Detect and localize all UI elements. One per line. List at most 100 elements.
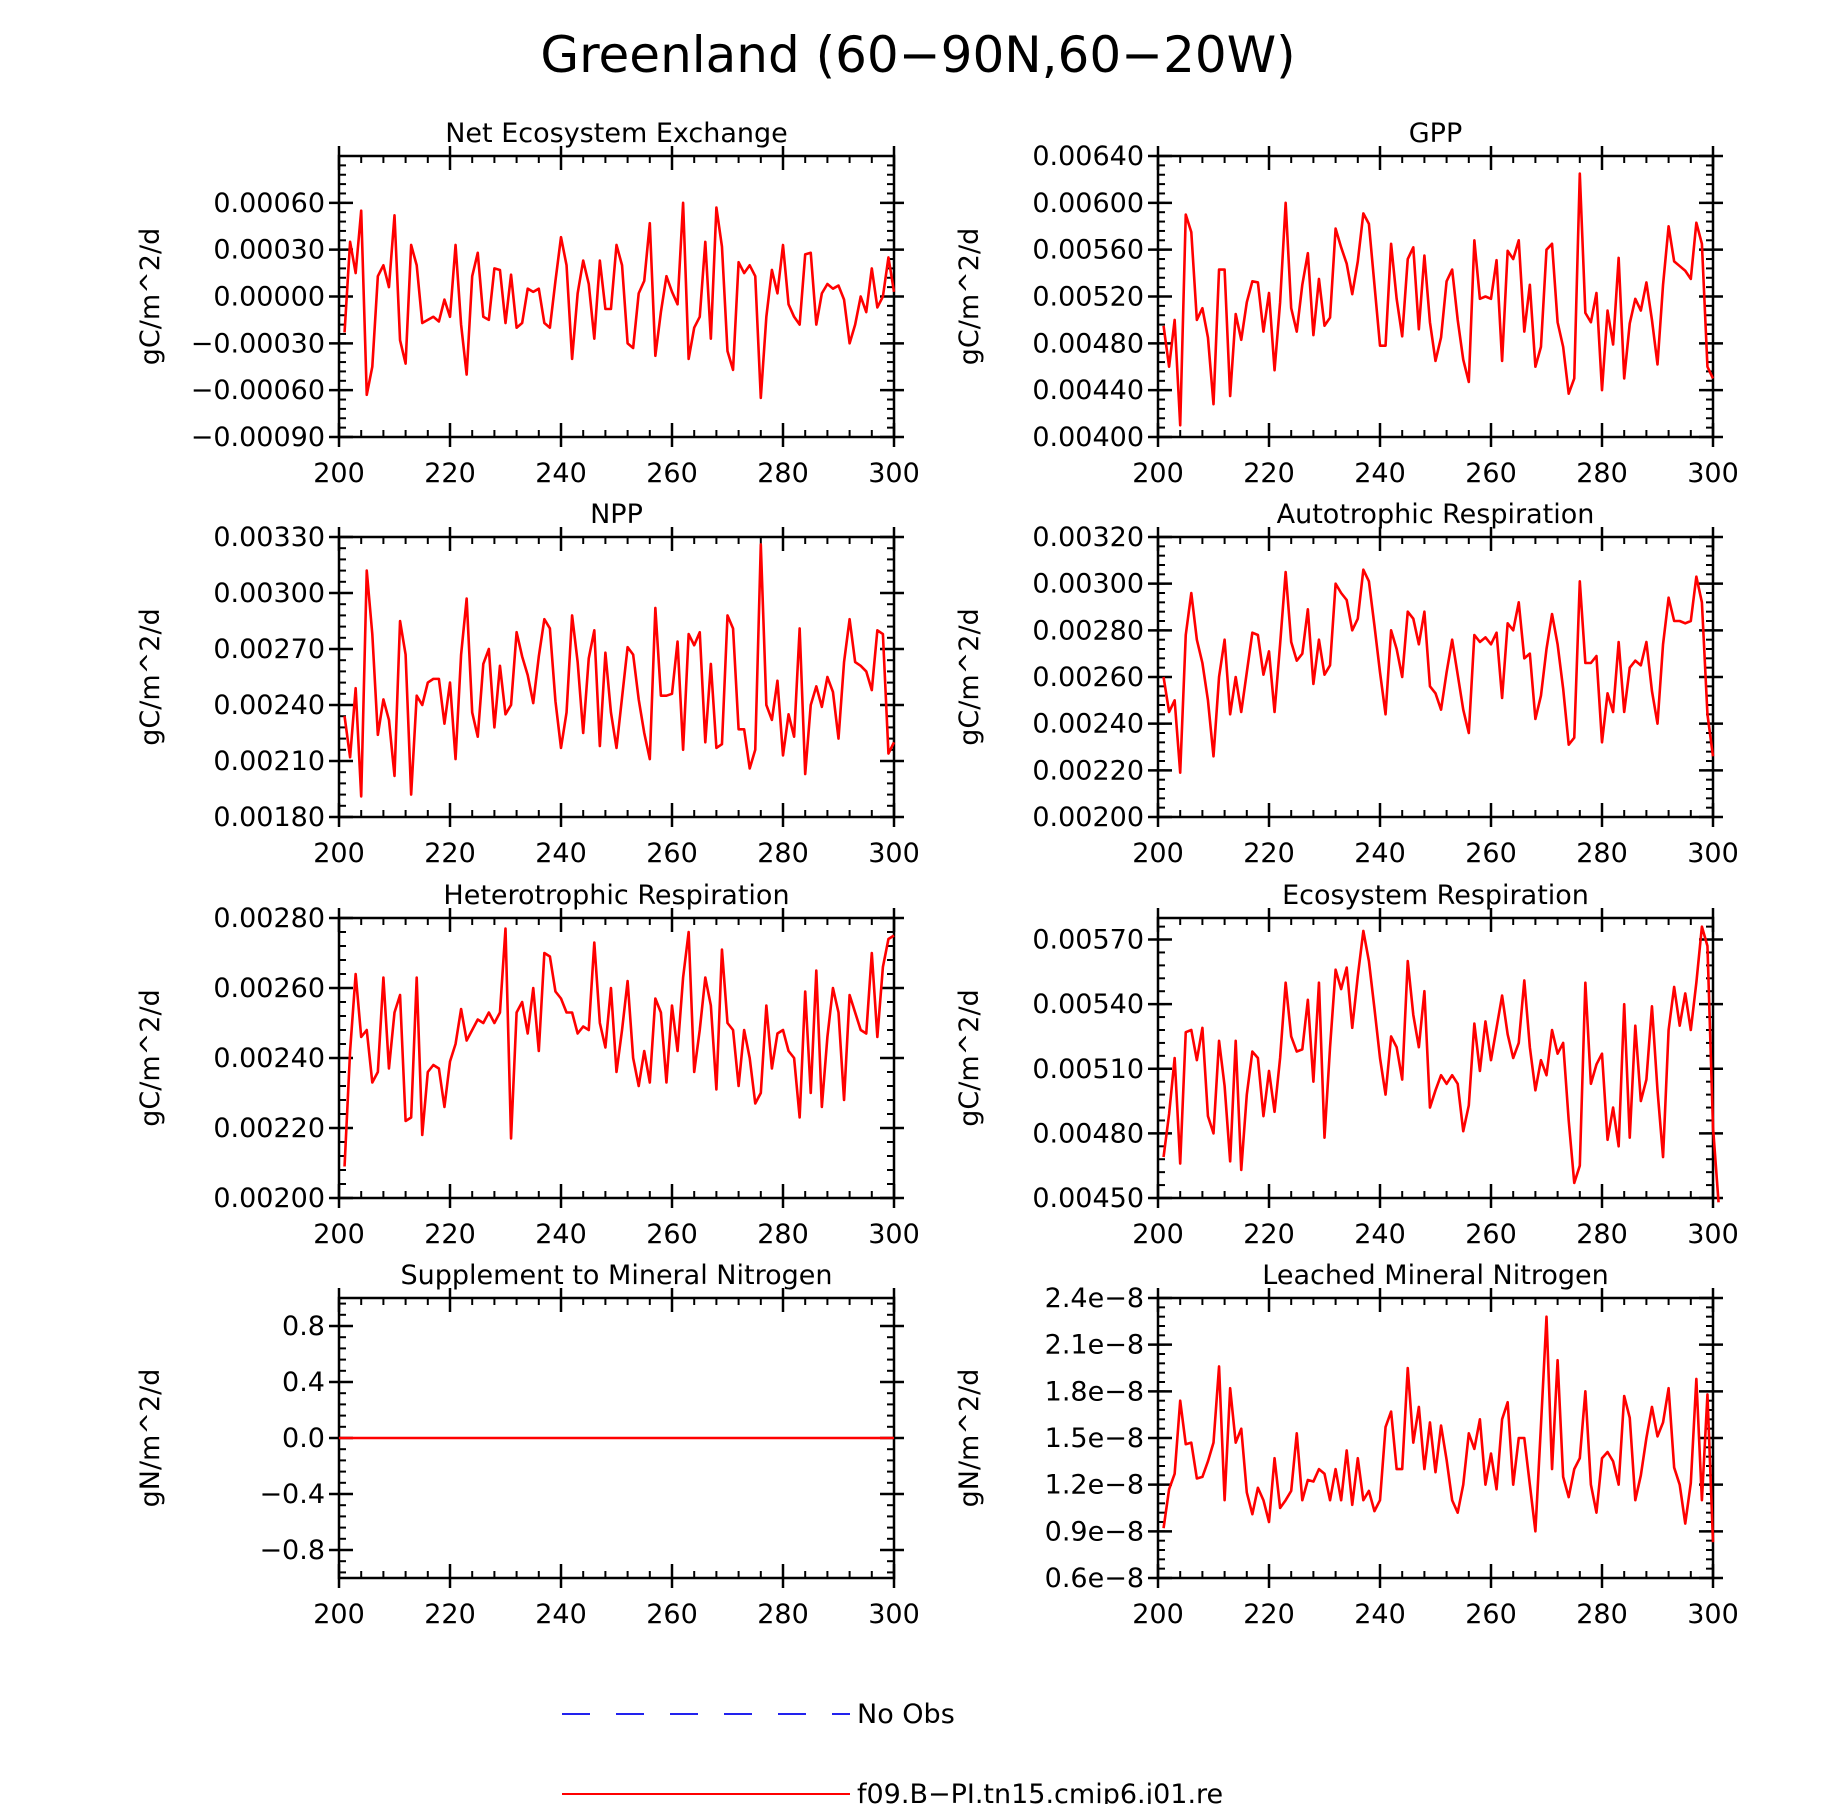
x-tick-label: 240 bbox=[1354, 1219, 1406, 1250]
x-tick-label: 280 bbox=[1576, 1219, 1628, 1250]
chart-panel-2: 200 220 240 260 280 300 0.00400 0.00440 0.00480 0… bbox=[954, 118, 1739, 489]
x-tick-label: 200 bbox=[313, 838, 365, 869]
x-tick-label: 260 bbox=[646, 1599, 698, 1630]
x-tick-label: 200 bbox=[1132, 458, 1184, 489]
data-series-line bbox=[1162, 1315, 1715, 1543]
chart-panel-7: 200 220 240 260 280 300 −0.8 −0.4 0.0 0.4 0.8 Suppl… bbox=[135, 1260, 920, 1630]
x-tick-label: 300 bbox=[1687, 1219, 1739, 1250]
y-tick-label: 0.8 bbox=[282, 1311, 325, 1342]
x-tick-label: 280 bbox=[757, 1219, 809, 1250]
y-tick-label: 1.2e−8 bbox=[1045, 1470, 1144, 1501]
y-tick-label: 0.00240 bbox=[1032, 709, 1144, 740]
y-tick-label: 0.00300 bbox=[1032, 569, 1144, 600]
x-tick-label: 200 bbox=[313, 1599, 365, 1630]
chart-title: Net Ecosystem Exchange bbox=[445, 118, 788, 149]
x-tick-label: 280 bbox=[757, 1599, 809, 1630]
chart-title: Ecosystem Respiration bbox=[1282, 880, 1589, 911]
chart-title: Autotrophic Respiration bbox=[1277, 499, 1595, 530]
x-tick-label: 260 bbox=[1465, 1219, 1517, 1250]
plot-frame bbox=[1156, 154, 1715, 439]
y-tick-label: 0.00060 bbox=[213, 188, 325, 219]
y-tick-label: 0.00220 bbox=[213, 1113, 325, 1144]
legend: No Obs f09.B−PI.tn15.cmip6.j01.re bbox=[562, 1699, 1223, 1804]
y-tick-label: 0.00200 bbox=[213, 1183, 325, 1214]
y-tick-label: 0.00330 bbox=[213, 522, 325, 553]
chart-panel-5: 200 220 240 260 280 300 0.00200 0.00220 0.00240 0… bbox=[135, 880, 920, 1250]
x-tick-label: 220 bbox=[1243, 1219, 1295, 1250]
y-tick-label: 0.00640 bbox=[1032, 141, 1144, 172]
plot-frame bbox=[337, 535, 896, 819]
y-tick-label: 0.00480 bbox=[1032, 328, 1144, 359]
x-tick-label: 300 bbox=[1687, 838, 1739, 869]
chart-panel-3: 200 220 240 260 280 300 0.00180 0.00210 0.00240 0… bbox=[135, 499, 920, 869]
legend-model-label: f09.B−PI.tn15.cmip6.j01.re bbox=[857, 1779, 1223, 1804]
y-tick-label: 0.00240 bbox=[213, 690, 325, 721]
chart-title: GPP bbox=[1409, 118, 1463, 149]
y-tick-label: 0.00000 bbox=[213, 282, 325, 313]
data-series-line bbox=[343, 543, 896, 798]
x-tick-label: 200 bbox=[313, 458, 365, 489]
y-tick-label: 0.00560 bbox=[1032, 235, 1144, 266]
panels-grid: 200 220 240 260 280 300 −0.00090 −0.00060 −0.000… bbox=[135, 118, 1739, 1630]
x-tick-label: 240 bbox=[535, 1599, 587, 1630]
x-tick-label: 220 bbox=[424, 1599, 476, 1630]
x-tick-label: 240 bbox=[1354, 458, 1406, 489]
chart-panel-4: 200 220 240 260 280 300 0.00200 0.00220 0.00240 0… bbox=[954, 499, 1739, 869]
data-series-line bbox=[1162, 172, 1715, 427]
x-tick-label: 200 bbox=[313, 1219, 365, 1250]
y-axis-label: gC/m^2/d bbox=[135, 608, 166, 745]
y-tick-label: 0.6e−8 bbox=[1045, 1563, 1144, 1594]
legend-obs-label: No Obs bbox=[857, 1699, 955, 1730]
x-tick-label: 300 bbox=[868, 838, 920, 869]
figure-title: Greenland (60−90N,60−20W) bbox=[540, 26, 1295, 84]
y-tick-label: 0.00320 bbox=[1032, 522, 1144, 553]
y-tick-label: 0.00480 bbox=[1032, 1118, 1144, 1149]
y-tick-label: −0.4 bbox=[259, 1479, 325, 1510]
y-axis-label: gC/m^2/d bbox=[954, 989, 985, 1126]
y-tick-label: 0.00570 bbox=[1032, 925, 1144, 956]
x-tick-label: 220 bbox=[424, 1219, 476, 1250]
y-tick-label: −0.8 bbox=[259, 1535, 325, 1566]
y-axis-label: gN/m^2/d bbox=[954, 1369, 985, 1508]
x-tick-label: 300 bbox=[868, 458, 920, 489]
y-tick-label: 0.00200 bbox=[1032, 802, 1144, 833]
y-tick-label: 0.00300 bbox=[213, 578, 325, 609]
x-tick-label: 220 bbox=[1243, 838, 1295, 869]
plot-frame bbox=[1156, 916, 1715, 1200]
x-tick-label: 280 bbox=[1576, 1599, 1628, 1630]
y-tick-label: 0.00400 bbox=[1032, 422, 1144, 453]
x-tick-label: 240 bbox=[535, 1219, 587, 1250]
x-tick-label: 200 bbox=[1132, 1599, 1184, 1630]
chart-panel-1: 200 220 240 260 280 300 −0.00090 −0.00060 −0.000… bbox=[135, 118, 920, 489]
data-series-line bbox=[343, 201, 896, 400]
y-tick-label: 0.00440 bbox=[1032, 375, 1144, 406]
y-tick-label: 0.00260 bbox=[1032, 662, 1144, 693]
y-axis-label: gC/m^2/d bbox=[135, 228, 166, 365]
x-tick-label: 280 bbox=[1576, 838, 1628, 869]
x-tick-label: 300 bbox=[868, 1599, 920, 1630]
y-tick-label: 0.00260 bbox=[213, 973, 325, 1004]
y-tick-label: 0.00600 bbox=[1032, 188, 1144, 219]
x-tick-label: 280 bbox=[757, 458, 809, 489]
x-tick-label: 220 bbox=[1243, 458, 1295, 489]
x-tick-label: 220 bbox=[424, 838, 476, 869]
y-tick-label: 0.00240 bbox=[213, 1043, 325, 1074]
chart-title: Leached Mineral Nitrogen bbox=[1262, 1260, 1608, 1291]
x-tick-label: 240 bbox=[535, 838, 587, 869]
chart-panel-8: 200 220 240 260 280 300 0.6e−8 0.9e−8 1.2e−8 1.5e… bbox=[954, 1260, 1739, 1630]
chart-title: Heterotrophic Respiration bbox=[443, 880, 789, 911]
x-tick-label: 220 bbox=[424, 458, 476, 489]
x-tick-label: 220 bbox=[1243, 1599, 1295, 1630]
y-axis-label: gC/m^2/d bbox=[135, 989, 166, 1126]
data-series-line bbox=[1162, 925, 1720, 1203]
y-tick-label: 0.00270 bbox=[213, 634, 325, 665]
y-tick-label: 0.9e−8 bbox=[1045, 1516, 1144, 1547]
y-tick-label: 0.00180 bbox=[213, 802, 325, 833]
y-tick-label: 0.00510 bbox=[1032, 1054, 1144, 1085]
x-tick-label: 200 bbox=[1132, 1219, 1184, 1250]
y-tick-label: 0.00540 bbox=[1032, 989, 1144, 1020]
x-tick-label: 260 bbox=[646, 1219, 698, 1250]
x-tick-label: 260 bbox=[1465, 1599, 1517, 1630]
y-tick-label: 0.00280 bbox=[213, 903, 325, 934]
